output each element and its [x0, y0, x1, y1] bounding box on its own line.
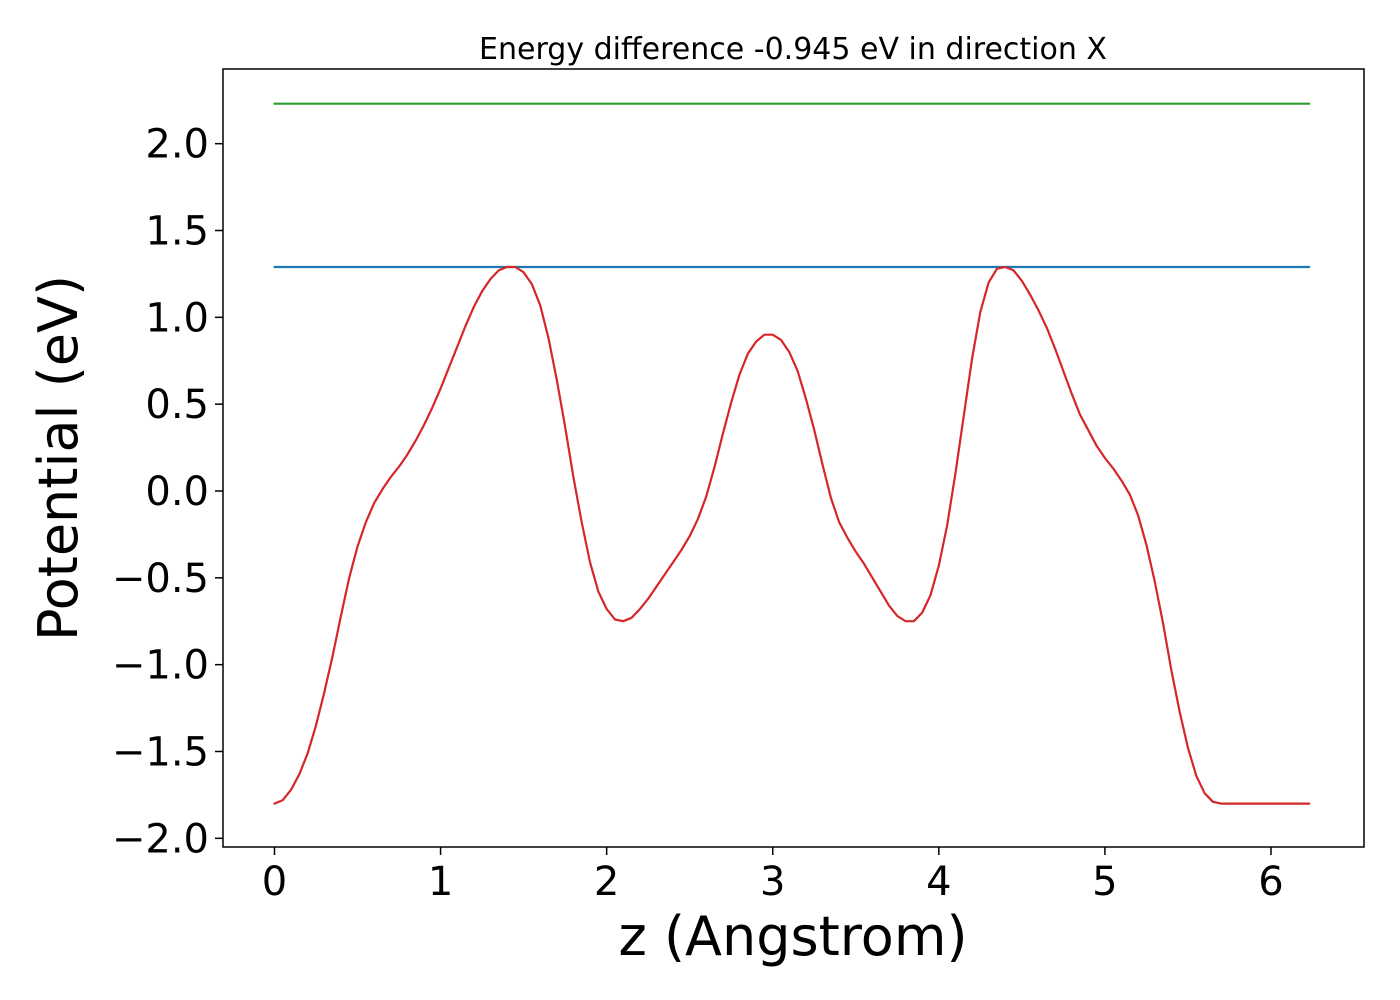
y-axis-label: Potential (eV)	[27, 275, 90, 641]
x-tick-label: 2	[594, 859, 619, 905]
y-tick-label: 1.5	[145, 209, 209, 255]
y-tick-label: −1.0	[112, 643, 209, 689]
y-tick-label: −1.5	[112, 729, 209, 775]
x-axis-label: z (Angstrom)	[618, 905, 967, 968]
plot-frame	[222, 68, 1365, 848]
series-layer	[273, 102, 1311, 805]
y-tick-label: −0.5	[112, 556, 209, 602]
x-tick-label: 1	[428, 859, 453, 905]
series-line-2	[273, 265, 1311, 805]
x-tick-label: 5	[1092, 859, 1117, 905]
y-tick-label: 1.0	[145, 295, 209, 341]
x-axis: 0 1 2 3 4 5 6	[262, 847, 1284, 905]
y-tick-label: 0.5	[145, 382, 209, 428]
chart-title: Energy difference -0.945 eV in direction…	[479, 32, 1107, 67]
x-tick-label: 4	[926, 859, 951, 905]
x-tick-label: 0	[262, 859, 287, 905]
y-tick-label: 0.0	[145, 469, 209, 515]
y-tick-label: −2.0	[112, 816, 209, 862]
x-tick-label: 3	[760, 859, 785, 905]
y-axis: −2.0 −1.5 −1.0 −0.5 0.0 0.5 1.0 1.5 2.0	[112, 122, 223, 862]
y-tick-label: 2.0	[145, 122, 209, 168]
x-tick-label: 6	[1258, 859, 1283, 905]
